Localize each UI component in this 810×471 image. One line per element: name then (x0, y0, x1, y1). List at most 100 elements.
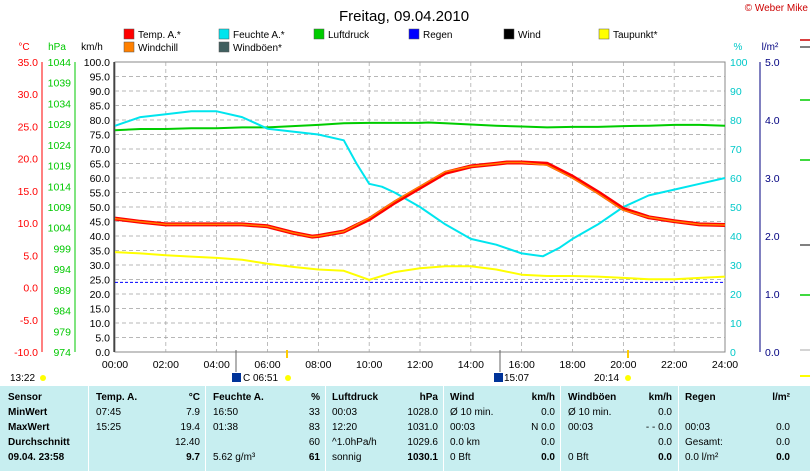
wind-time-cell: 0 Bft (450, 452, 471, 463)
kmh-tick: 20.0 (90, 289, 111, 301)
table-row: MaxWert 15:25 19.4 01:38 83 12:20 1031.0 00:03 N… (0, 421, 810, 435)
regen-value-cell: 0.0 (776, 452, 790, 463)
feuchte-header: Feuchte A. (213, 392, 264, 403)
boeen-value-cell: 0.0 (658, 407, 672, 418)
hpa-tick: 1019 (48, 161, 72, 173)
table-header-row: Sensor Temp. A. °C Feuchte A. % Luftdruc… (0, 391, 810, 405)
kmh-tick: 40.0 (90, 231, 111, 243)
weather-chart: Freitag, 09.04.2010 © Weber Mike Temp. A… (10, 3, 810, 384)
legend-swatch (123, 41, 135, 53)
rain-tick: 3.0 (765, 173, 780, 185)
wind-value-cell: N 0.0 (531, 422, 555, 433)
luft-time-cell: ^1.0hPa/h (332, 437, 377, 448)
celsius-unit-label: °C (18, 42, 29, 53)
sunrise-time: C 06:51 (243, 373, 278, 384)
kmh-tick: 0.0 (95, 347, 110, 359)
x-tick: 00:00 (102, 359, 128, 371)
kmh-tick: 95.0 (90, 72, 111, 84)
percent-tick: 80 (730, 115, 742, 127)
kmh-tick: 25.0 (90, 275, 111, 287)
rain-unit-label: l/m² (762, 42, 779, 53)
legend-label: Temp. A.* (138, 30, 181, 41)
series-line-taupunkt (114, 251, 726, 281)
kmh-tick: 75.0 (90, 130, 111, 142)
sunrise-icon (232, 373, 241, 382)
legend-swatch (598, 28, 610, 40)
legend-swatch (218, 41, 230, 53)
legend-swatch (123, 28, 135, 40)
kmh-tick: 30.0 (90, 260, 111, 272)
temp-time-cell: 07:45 (96, 407, 122, 418)
regen-value-cell: 0.0 (776, 422, 790, 433)
celsius-tick: 0.0 (23, 283, 38, 295)
sun-dot (285, 375, 291, 381)
hpa-tick: 984 (53, 306, 71, 318)
legend-label: Luftdruck (328, 30, 370, 41)
statistics-table: Sensor Temp. A. °C Feuchte A. % Luftdruc… (0, 386, 810, 471)
celsius-tick: -5.0 (20, 315, 38, 327)
regen-value-cell: 0.0 (776, 437, 790, 448)
regen-time-cell: 0.0 l/m² (685, 452, 719, 463)
kmh-tick: 50.0 (90, 202, 111, 214)
luft-unit: hPa (419, 392, 438, 403)
hpa-unit-label: hPa (48, 42, 66, 53)
feuchte-time-cell: 01:38 (213, 422, 239, 433)
x-tick: 16:00 (509, 359, 535, 371)
kmh-tick: 80.0 (90, 115, 111, 127)
axis-unit-labels: °C hPa km/h% l/m² (18, 42, 779, 53)
x-tick: 12:00 (407, 359, 433, 371)
kmh-tick: 90.0 (90, 86, 111, 98)
sunset-dot (625, 375, 631, 381)
x-tick: 02:00 (153, 359, 179, 371)
percent-tick: 70 (730, 144, 742, 156)
x-tick: 06:00 (254, 359, 280, 371)
moonset-icon (494, 373, 503, 382)
rain-tick: 2.0 (765, 231, 780, 243)
percent-tick: 40 (730, 231, 742, 243)
table-row: Durchschnitt 12.40 60 ^1.0hPa/h 1029.6 0.0 km… (0, 436, 810, 450)
hpa-tick: 1024 (48, 140, 72, 152)
legend-label: Feuchte A.* (233, 30, 285, 41)
kmh-unit-label: km/h (81, 42, 103, 53)
legend-swatch (313, 28, 325, 40)
boeen-value-cell: 0.0 (658, 437, 672, 448)
celsius-tick: 25.0 (18, 121, 39, 133)
kmh-tick: 10.0 (90, 318, 111, 330)
percent-tick: 50 (730, 202, 742, 214)
regen-time-cell: 00:03 (685, 422, 711, 433)
x-tick: 24:00 (712, 359, 738, 371)
hpa-tick: 1009 (48, 202, 72, 214)
temp-unit: °C (188, 392, 200, 403)
wind-time-cell: 00:03 (450, 422, 476, 433)
hpa-tick: 994 (53, 264, 71, 276)
hpa-tick: 974 (53, 347, 71, 359)
hpa-tick: 979 (53, 326, 71, 338)
celsius-tick: 35.0 (18, 57, 39, 69)
luft-time-cell: sonnig (332, 452, 362, 463)
kmh-tick: 35.0 (90, 246, 111, 258)
legend-label: Windchill (138, 43, 178, 54)
legend-swatch (218, 28, 230, 40)
kmh-tick: 15.0 (90, 304, 111, 316)
kmh-tick: 55.0 (90, 188, 111, 200)
right-edge-markers (800, 39, 810, 377)
feuchte-value-cell: 83 (308, 422, 320, 433)
kmh-tick: 60.0 (90, 173, 111, 185)
sensor-row-label: MinWert (8, 407, 48, 418)
legend-swatch (408, 28, 420, 40)
x-tick: 10:00 (356, 359, 382, 371)
series-line-luftdruck (114, 121, 726, 132)
series-line-feuchtea (114, 110, 726, 258)
temp-time-cell: 15:25 (96, 422, 122, 433)
feuchte-time-cell: 16:50 (213, 407, 239, 418)
luft-time-cell: 00:03 (332, 407, 358, 418)
celsius-tick: 15.0 (18, 186, 39, 198)
table-row: MinWert 07:45 7.9 16:50 33 00:03 1028.0 Ø 10 mi… (0, 406, 810, 420)
x-tick: 18:00 (559, 359, 585, 371)
legend-label: Taupunkt* (613, 30, 658, 41)
temp-value-cell: 7.9 (186, 407, 200, 418)
moonset-time: 15:07 (504, 373, 529, 384)
regen-header: Regen (685, 392, 716, 403)
percent-tick: 30 (730, 260, 742, 272)
sensor-header: Sensor (8, 392, 42, 403)
